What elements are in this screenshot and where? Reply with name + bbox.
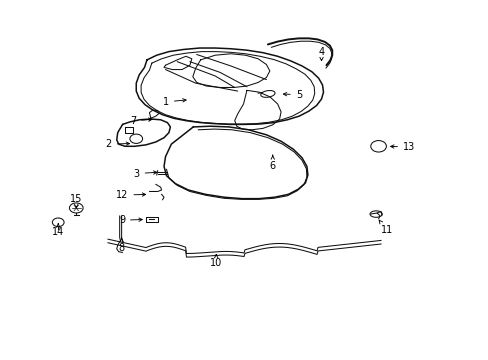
Text: 9: 9 — [119, 215, 142, 225]
Text: 1: 1 — [163, 97, 186, 107]
Text: 10: 10 — [210, 255, 222, 268]
Text: 7: 7 — [130, 116, 152, 126]
Text: 12: 12 — [116, 190, 145, 200]
Text: 4: 4 — [318, 46, 324, 60]
Text: 11: 11 — [378, 220, 392, 235]
Text: 5: 5 — [283, 90, 301, 100]
Text: 3: 3 — [133, 168, 157, 179]
Text: 14: 14 — [52, 224, 64, 237]
Text: 8: 8 — [118, 238, 124, 253]
Text: 2: 2 — [105, 139, 129, 149]
Text: 15: 15 — [70, 194, 82, 208]
Text: 6: 6 — [269, 155, 275, 171]
Text: 13: 13 — [390, 142, 414, 152]
